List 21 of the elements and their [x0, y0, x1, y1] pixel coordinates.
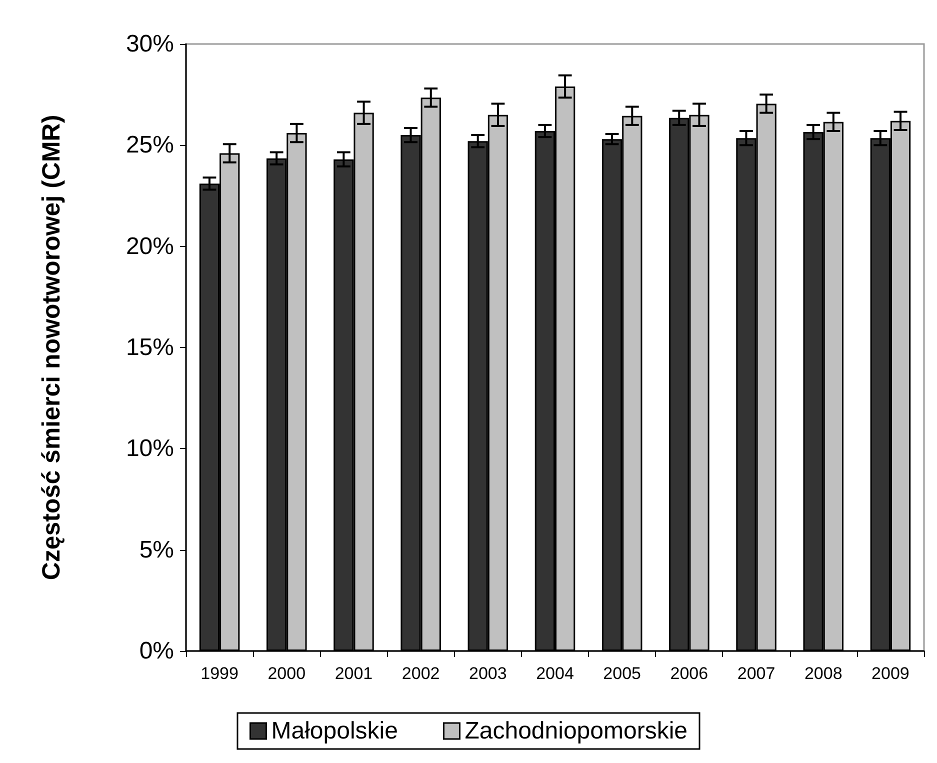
x-tick-label: 2004	[536, 664, 574, 683]
x-tick-label: 2005	[603, 664, 642, 683]
y-tick-label: 5%	[139, 536, 174, 564]
x-tick-label: 2008	[804, 664, 842, 683]
x-tick-label: 1999	[200, 664, 238, 683]
x-tick-label: 2003	[468, 664, 507, 683]
y-axis-title: Częstość śmierci nowotworowej (CMR)	[38, 114, 66, 580]
x-tick-label: 2007	[737, 664, 776, 683]
y-tick-label: 10%	[126, 435, 174, 462]
x-tick-label: 2002	[402, 664, 440, 683]
y-tick-label: 25%	[126, 132, 174, 159]
y-tick-label: 30%	[126, 30, 174, 58]
x-tick-label: 2001	[334, 664, 373, 683]
x-tick-label: 2009	[872, 664, 910, 683]
y-tick-label: 0%	[139, 638, 174, 664]
y-tick-label: 15%	[126, 334, 174, 361]
y-tick-label: 20%	[126, 232, 174, 260]
x-tick-label: 2000	[268, 664, 306, 683]
legend-label: Zachodniopomorskie	[464, 718, 688, 744]
legend-label: Małopolskie	[271, 718, 398, 744]
x-tick-label: 2006	[670, 664, 708, 683]
